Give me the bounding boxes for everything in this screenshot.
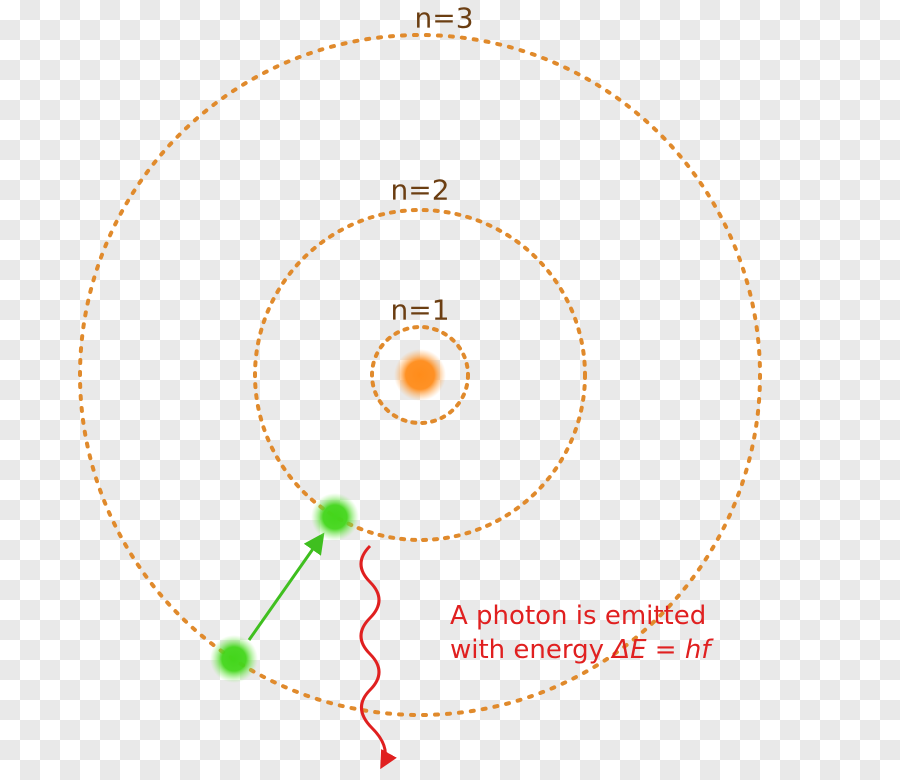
photon-text-line2: with energy ΔE = hf [450,634,710,668]
orbit-label-n3: n=3 [414,2,473,35]
nucleus-glow [394,349,446,401]
orbit-label-n2: n=2 [390,174,449,207]
orbit-label-n1: n=1 [390,294,449,327]
electron-inner [311,493,359,541]
photon-emission-label: A photon is emitted with energy ΔE = hf [450,600,710,668]
photon-wave [361,546,385,766]
photon-text-line2-eq: ΔE = hf [612,635,710,665]
electron-outer [210,635,258,683]
photon-text-line1: A photon is emitted [450,600,710,634]
transition-arrow [249,536,322,640]
photon-text-line2-plain: with energy [450,635,612,665]
